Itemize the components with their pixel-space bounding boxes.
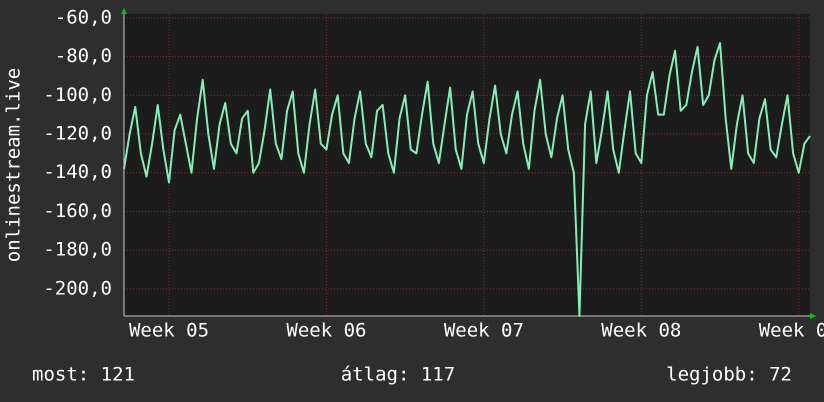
y-arrow <box>121 8 127 14</box>
x-tick-label: Week 06 <box>286 320 366 342</box>
y-tick-label: -60,0 <box>55 6 112 28</box>
footer-stat: legjobb: 72 <box>666 364 792 386</box>
x-arrow <box>810 313 816 319</box>
y-tick-label: -160,0 <box>43 200 112 222</box>
plot-area <box>124 14 810 316</box>
x-tick-label: Week 05 <box>129 320 209 342</box>
y-tick-label: -120,0 <box>43 123 112 145</box>
x-tick-label: Week 08 <box>601 320 681 342</box>
y-tick-label: -100,0 <box>43 84 112 106</box>
y-tick-label: -80,0 <box>55 45 112 67</box>
y-tick-label: -180,0 <box>43 239 112 261</box>
footer-stat: átlag: 117 <box>341 364 455 386</box>
footer-stat: most: 121 <box>32 364 135 386</box>
x-tick-label: Week 07 <box>444 320 524 342</box>
y-axis-label: onlinestream.live <box>3 68 25 262</box>
series-line <box>123 42 811 317</box>
x-tick-label: Week 09 <box>759 320 824 342</box>
y-tick-label: -200,0 <box>43 277 112 299</box>
y-tick-label: -140,0 <box>43 161 112 183</box>
